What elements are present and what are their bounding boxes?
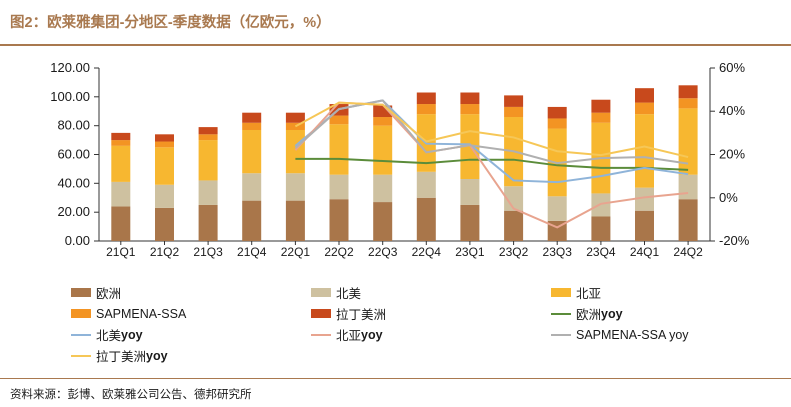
svg-text:60%: 60% xyxy=(719,60,745,75)
svg-text:21Q3: 21Q3 xyxy=(193,245,223,259)
svg-text:24Q2: 24Q2 xyxy=(673,245,703,259)
svg-text:24Q1: 24Q1 xyxy=(630,245,660,259)
svg-text:80.00: 80.00 xyxy=(57,118,90,133)
svg-text:21Q4: 21Q4 xyxy=(237,245,267,259)
svg-text:0.00: 0.00 xyxy=(65,233,90,248)
svg-text:100.00: 100.00 xyxy=(50,89,90,104)
svg-text:40.00: 40.00 xyxy=(57,175,90,190)
svg-text:22Q4: 22Q4 xyxy=(412,245,442,259)
svg-text:23Q1: 23Q1 xyxy=(455,245,485,259)
svg-text:22Q3: 22Q3 xyxy=(368,245,398,259)
svg-text:23Q3: 23Q3 xyxy=(543,245,573,259)
svg-text:60.00: 60.00 xyxy=(57,147,90,162)
svg-text:120.00: 120.00 xyxy=(50,60,90,75)
svg-text:22Q1: 22Q1 xyxy=(281,245,311,259)
svg-text:20%: 20% xyxy=(719,147,745,162)
svg-text:22Q2: 22Q2 xyxy=(324,245,354,259)
svg-text:-20%: -20% xyxy=(719,233,750,248)
svg-text:21Q2: 21Q2 xyxy=(150,245,180,259)
svg-text:20.00: 20.00 xyxy=(57,204,90,219)
svg-text:23Q2: 23Q2 xyxy=(499,245,529,259)
svg-text:23Q4: 23Q4 xyxy=(586,245,616,259)
svg-text:21Q1: 21Q1 xyxy=(106,245,136,259)
svg-text:40%: 40% xyxy=(719,103,745,118)
svg-text:0%: 0% xyxy=(719,190,738,205)
